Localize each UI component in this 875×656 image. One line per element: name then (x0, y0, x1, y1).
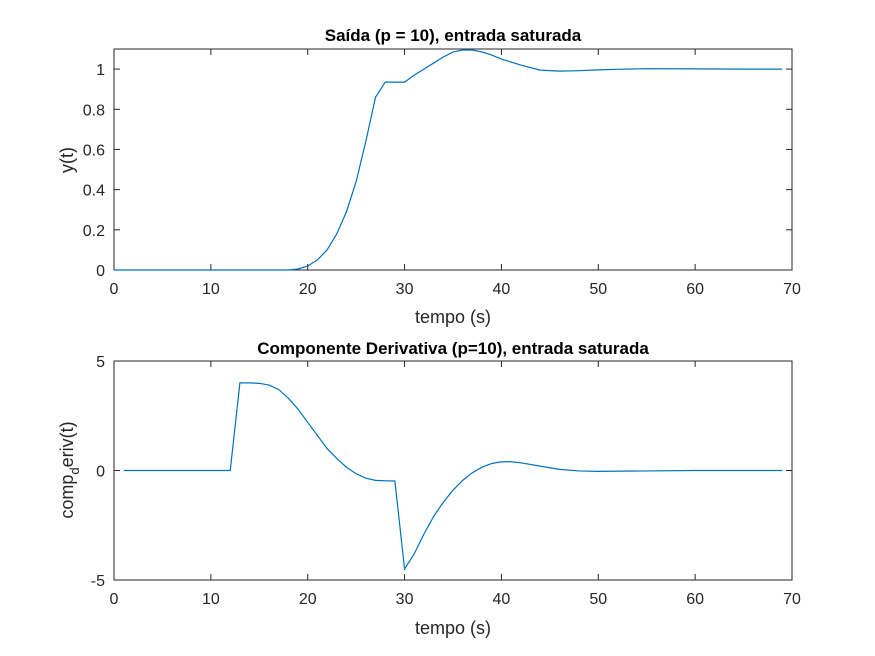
derivative-x-tick-label: 20 (299, 591, 317, 608)
derivative-x-tick-label: 60 (686, 591, 704, 608)
derivative-y-label-subscript: d (67, 467, 82, 474)
output-x-tick-label: 20 (299, 281, 317, 298)
derivative-y-label-part-1: comp (57, 475, 77, 519)
derivative-y-tick-label: 0 (96, 464, 105, 481)
output-x-tick-label: 60 (686, 281, 704, 298)
output-chart-title: Saída (p = 10), entrada saturada (325, 26, 582, 45)
derivative-chart: Componente Derivativa (p=10), entrada sa… (57, 339, 801, 638)
derivative-chart-title: Componente Derivativa (p=10), entrada sa… (257, 339, 649, 358)
derivative-y-tick-label: -5 (91, 573, 105, 590)
output-x-tick-label: 10 (202, 281, 220, 298)
output-y-tick-label: 0 (96, 263, 105, 280)
output-x-tick-label: 30 (396, 281, 414, 298)
output-x-tick-label: 0 (110, 281, 119, 298)
output-plot-area (113, 48, 793, 271)
derivative-x-tick-label: 0 (110, 591, 119, 608)
derivative-x-axis-label: tempo (s) (415, 618, 491, 638)
output-x-axis-label: tempo (s) (415, 307, 491, 327)
output-y-tick-label: 0.6 (83, 142, 105, 159)
output-x-tick-label: 40 (493, 281, 511, 298)
output-y-axis-label: y(t) (57, 147, 77, 173)
derivative-x-tick-label: 30 (396, 591, 414, 608)
derivative-x-tick-label: 40 (493, 591, 511, 608)
output-y-tick-label: 0.4 (83, 183, 105, 200)
derivative-y-axis-label: compderiv(t) (57, 421, 82, 518)
output-y-tick-label: 0.2 (83, 223, 105, 240)
output-series-line (114, 49, 783, 271)
derivative-axis-ticks: 0 10 20 30 40 50 60 70 -5 0 5 (91, 354, 801, 608)
derivative-x-tick-label: 70 (783, 591, 801, 608)
output-y-tick-label: 1 (96, 62, 105, 79)
derivative-y-tick-label: 5 (96, 354, 105, 371)
derivative-series-line (123, 382, 783, 571)
output-x-tick-label: 70 (783, 281, 801, 298)
derivative-x-tick-label: 10 (202, 591, 220, 608)
derivative-y-label-part-2: eriv(t) (57, 421, 77, 467)
output-x-tick-label: 50 (589, 281, 607, 298)
derivative-x-tick-label: 50 (589, 591, 607, 608)
output-axis-ticks: 0 10 20 30 40 50 60 70 0 0.2 0.4 0.6 0.8 1 (83, 49, 801, 298)
output-chart: Saída (p = 10), entrada saturada tempo (… (57, 26, 801, 327)
output-y-tick-label: 0.8 (83, 102, 105, 119)
